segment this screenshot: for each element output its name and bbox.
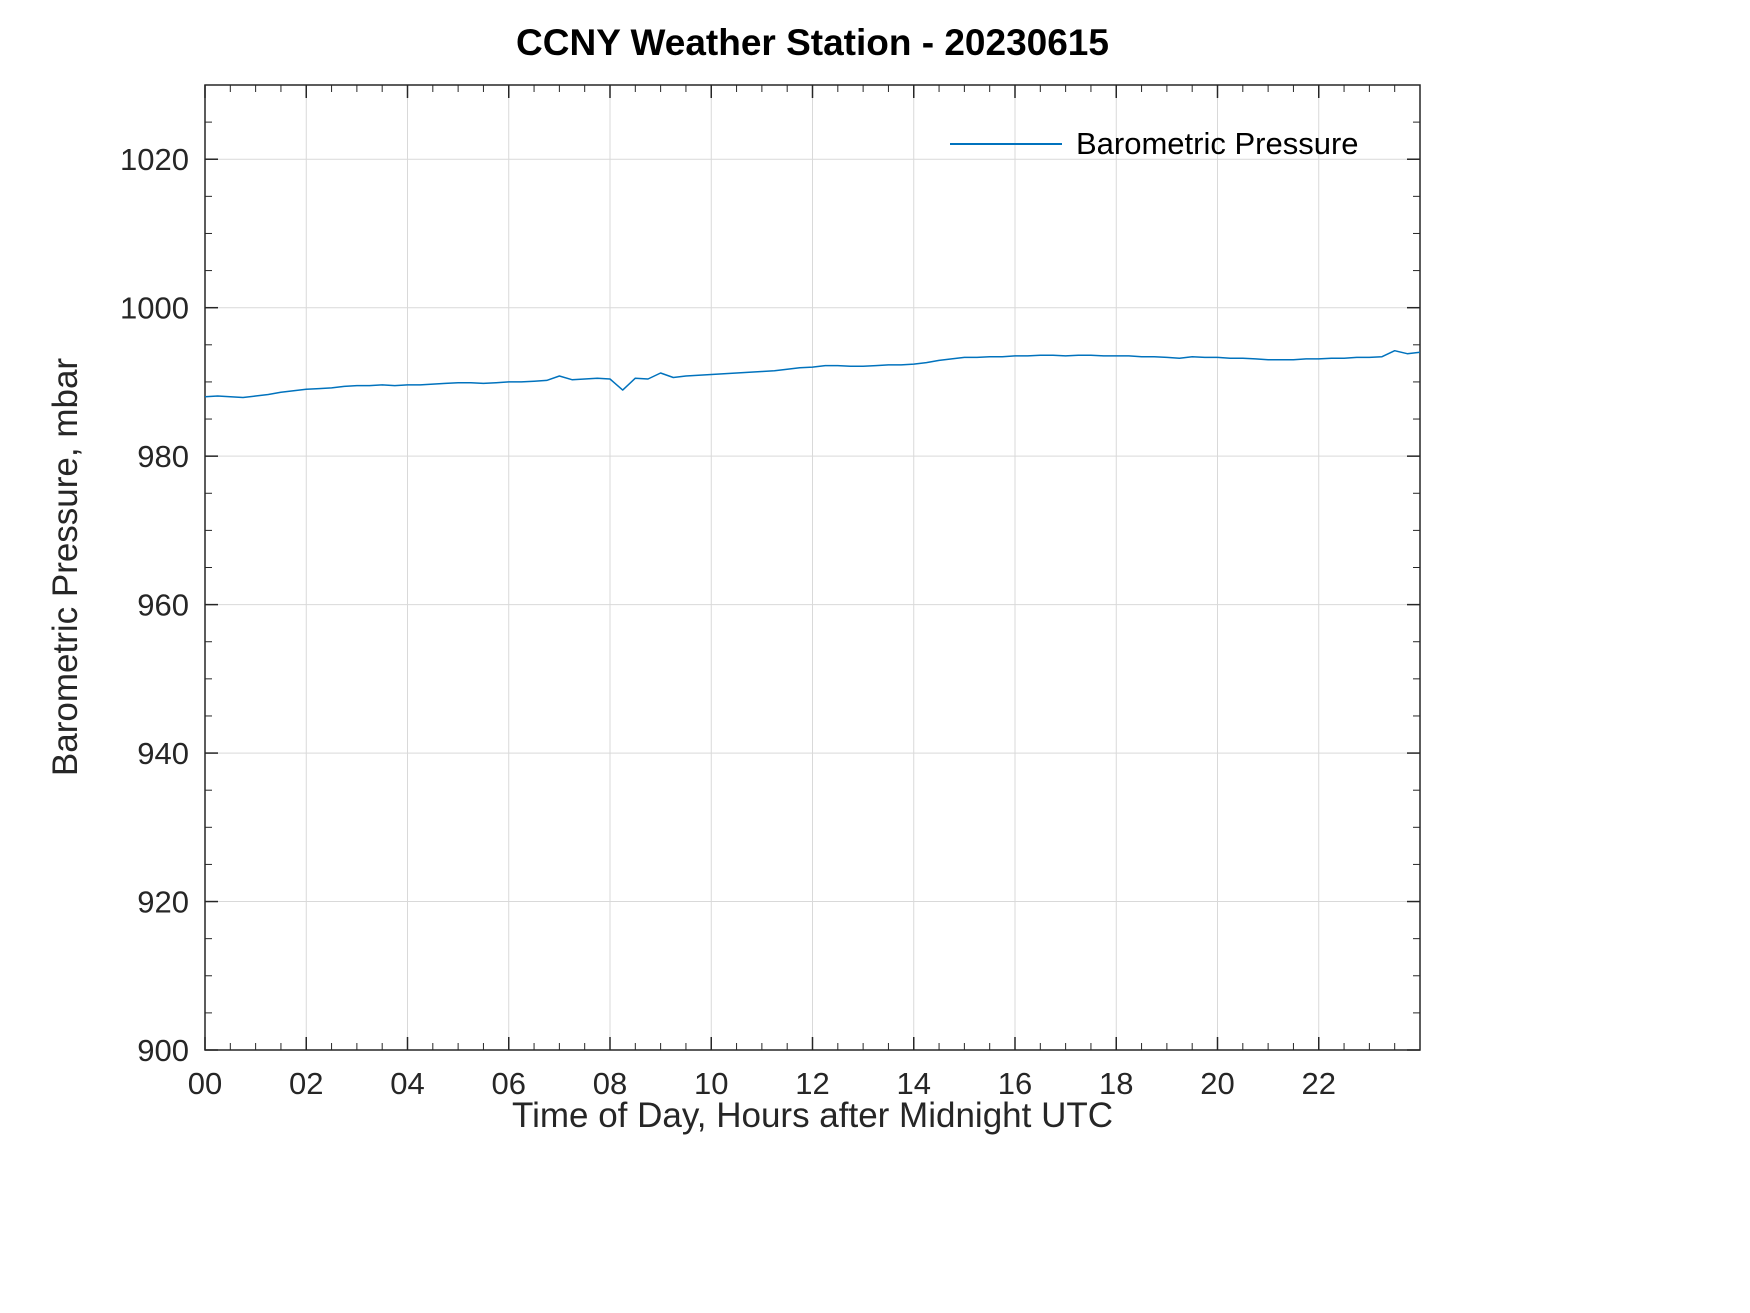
legend-line-icon [950,143,1062,145]
x-tick-label: 12 [795,1066,829,1101]
y-tick-label: 1020 [120,142,189,177]
x-tick-label: 14 [897,1066,931,1101]
x-axis-label: Time of Day, Hours after Midnight UTC [512,1096,1113,1135]
x-tick-label: 16 [998,1066,1032,1101]
x-tick-label: 00 [188,1066,222,1101]
y-tick-label: 960 [137,588,189,623]
x-tick-label: 08 [593,1066,627,1101]
legend-label: Barometric Pressure [1076,126,1359,161]
y-tick-label: 940 [137,736,189,771]
x-tick-label: 04 [390,1066,424,1101]
x-tick-label: 18 [1099,1066,1133,1101]
legend: Barometric Pressure [950,126,1359,162]
pressure-line-series [204,349,1421,399]
x-tick-label: 22 [1302,1066,1336,1101]
y-axis-label: Barometric Pressure, mbar [46,357,85,777]
x-tick-label: 02 [289,1066,323,1101]
x-tick-label: 06 [492,1066,526,1101]
y-tick-label: 1000 [120,291,189,326]
y-tick-label: 900 [137,1033,189,1068]
y-tick-label: 920 [137,885,189,920]
x-tick-label: 20 [1200,1066,1234,1101]
x-tick-label: 10 [694,1066,728,1101]
chart-title: CCNY Weather Station - 20230615 [516,22,1109,63]
y-tick-label: 980 [137,439,189,474]
